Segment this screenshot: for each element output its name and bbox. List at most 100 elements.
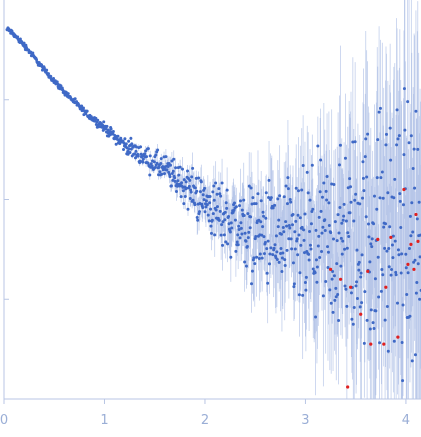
data-point (415, 280, 419, 284)
outlier-point (349, 285, 353, 289)
data-point (342, 214, 346, 218)
data-point (400, 341, 404, 345)
data-point (407, 141, 411, 145)
data-point (154, 153, 158, 157)
data-point (417, 200, 421, 204)
data-point (224, 240, 228, 244)
data-point (143, 152, 147, 156)
data-point (148, 173, 152, 177)
data-point (245, 245, 249, 249)
data-point (346, 186, 350, 190)
data-point (298, 216, 302, 220)
data-point (214, 208, 218, 212)
data-point (333, 298, 337, 302)
data-point (360, 301, 364, 305)
data-point (300, 188, 304, 192)
data-point (73, 97, 77, 101)
outlier-point (359, 312, 363, 316)
data-point (351, 140, 355, 144)
data-point (332, 182, 336, 186)
outlier-point (416, 239, 420, 243)
data-point (256, 192, 260, 196)
data-point (349, 200, 353, 204)
data-point (199, 180, 203, 184)
data-point (215, 205, 219, 209)
data-point (235, 240, 239, 244)
data-point (94, 116, 98, 120)
data-points-layer (5, 26, 421, 383)
data-point (331, 310, 335, 314)
data-point (390, 268, 394, 272)
data-point (238, 204, 242, 208)
data-point (174, 166, 178, 170)
data-point (254, 234, 258, 238)
data-point (338, 205, 342, 209)
data-point (282, 195, 286, 199)
data-point (292, 285, 296, 289)
data-point (298, 271, 302, 275)
data-point (414, 109, 418, 113)
data-point (271, 253, 275, 257)
data-point (286, 176, 290, 180)
data-point (368, 260, 372, 264)
data-point (308, 198, 312, 202)
data-point (394, 270, 398, 274)
data-point (159, 161, 163, 165)
data-point (415, 217, 419, 221)
data-point (262, 214, 266, 218)
data-point (296, 253, 300, 257)
data-point (325, 198, 329, 202)
data-point (277, 218, 281, 222)
data-point (266, 281, 270, 285)
data-point (377, 295, 381, 299)
data-point (234, 249, 238, 253)
data-point (324, 280, 328, 284)
data-point (345, 246, 349, 250)
data-point (247, 184, 251, 188)
data-point (394, 273, 398, 277)
data-point (177, 173, 181, 177)
data-point (379, 176, 383, 180)
data-point (355, 280, 359, 284)
data-point (376, 255, 380, 259)
data-point (212, 184, 216, 188)
data-point (307, 252, 311, 256)
data-point (379, 289, 383, 293)
data-point (392, 339, 396, 343)
data-point (251, 196, 255, 200)
data-point (363, 290, 367, 294)
data-point (361, 176, 365, 180)
data-point (409, 234, 413, 238)
data-point (288, 198, 292, 202)
data-point (326, 266, 330, 270)
data-point (364, 137, 368, 141)
data-point (279, 251, 283, 255)
data-point (314, 228, 318, 232)
data-point (206, 213, 210, 217)
outlier-point (402, 187, 406, 192)
data-point (114, 142, 118, 146)
data-point (302, 251, 306, 255)
data-point (318, 190, 322, 194)
data-point (198, 210, 202, 214)
data-point (178, 165, 182, 169)
data-point (401, 303, 405, 307)
data-point (367, 235, 371, 239)
data-point (389, 158, 393, 162)
data-point (250, 202, 254, 206)
data-point (219, 233, 223, 237)
data-point (292, 282, 296, 286)
data-point (370, 245, 374, 249)
data-point (226, 242, 230, 246)
data-point (293, 247, 297, 251)
data-point (293, 230, 297, 234)
data-point (387, 247, 391, 251)
data-point (289, 200, 293, 204)
data-point (175, 184, 179, 188)
data-point (261, 225, 265, 229)
data-point (321, 294, 325, 298)
data-point (259, 220, 263, 224)
data-point (202, 198, 206, 202)
data-point (257, 256, 261, 260)
data-point (329, 231, 333, 235)
